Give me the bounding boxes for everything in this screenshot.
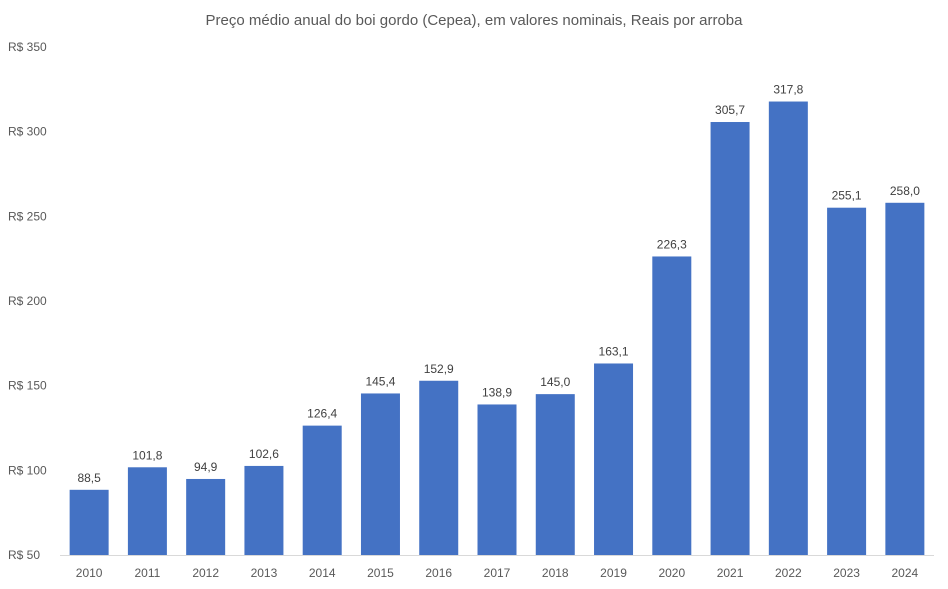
y-tick-label-50: R$ 50 xyxy=(8,548,40,562)
bar-2022 xyxy=(768,101,808,555)
x-tick-label-2019: 2019 xyxy=(600,566,627,580)
data-label-2017: 138,9 xyxy=(482,385,512,399)
y-tick-label-150: R$ 150 xyxy=(8,379,47,393)
bar-2016 xyxy=(419,380,459,555)
x-axis: 2010 2011 2012 2013 2014 2015 2016 2017 2018 2019… xyxy=(60,555,934,580)
bar-2018 xyxy=(535,394,575,555)
data-label-2011: 101,8 xyxy=(132,448,162,462)
x-tick-label-2012: 2012 xyxy=(192,566,219,580)
x-tick-label-2015: 2015 xyxy=(367,566,394,580)
bars xyxy=(69,101,925,556)
data-label-2019: 163,1 xyxy=(599,344,629,358)
bar-2021 xyxy=(710,122,750,556)
bar-2014 xyxy=(302,425,342,555)
y-tick-label-200: R$ 200 xyxy=(8,294,47,308)
bar-2017 xyxy=(477,404,517,555)
data-label-2023: 255,1 xyxy=(832,189,862,203)
bar-2023 xyxy=(827,207,867,555)
x-tick-label-2024: 2024 xyxy=(892,566,919,580)
x-tick-label-2020: 2020 xyxy=(658,566,685,580)
bar-2020 xyxy=(652,256,692,555)
bar-2012 xyxy=(186,478,226,555)
y-tick-label-100: R$ 100 xyxy=(8,463,47,477)
x-tick-label-2021: 2021 xyxy=(717,566,744,580)
x-tick-label-2023: 2023 xyxy=(833,566,860,580)
chart-title: Preço médio anual do boi gordo (Cepea), … xyxy=(206,12,744,29)
y-axis: R$ 50 R$ 100 R$ 150 R$ 200 R$ 250 R$ 300 R$ 35… xyxy=(8,40,47,562)
bar-2015 xyxy=(360,393,400,555)
y-tick-label-300: R$ 300 xyxy=(8,125,47,139)
data-label-2010: 88,5 xyxy=(77,471,101,485)
x-tick-label-2011: 2011 xyxy=(134,566,160,580)
data-label-2024: 258,0 xyxy=(890,184,920,198)
y-tick-label-350: R$ 350 xyxy=(8,40,47,54)
bar-2013 xyxy=(244,465,284,555)
data-label-2014: 126,4 xyxy=(307,407,337,421)
x-tick-label-2014: 2014 xyxy=(309,566,336,580)
x-tick-label-2022: 2022 xyxy=(775,566,802,580)
data-label-2015: 145,4 xyxy=(365,374,395,388)
x-tick-label-2017: 2017 xyxy=(484,566,511,580)
data-label-2016: 152,9 xyxy=(424,362,454,376)
data-label-2018: 145,0 xyxy=(540,375,570,389)
x-tick-label-2016: 2016 xyxy=(425,566,452,580)
data-label-2013: 102,6 xyxy=(249,447,279,461)
data-label-2012: 94,9 xyxy=(194,460,218,474)
data-label-2021: 305,7 xyxy=(715,103,745,117)
bar-2024 xyxy=(885,202,925,555)
x-tick-label-2013: 2013 xyxy=(251,566,278,580)
data-label-2022: 317,8 xyxy=(773,83,803,97)
bar-2010 xyxy=(69,489,109,555)
y-tick-label-250: R$ 250 xyxy=(8,209,47,223)
bar-2019 xyxy=(594,363,634,555)
data-labels: 88,5 101,8 94,9 102,6 126,4 145,4 152,9 138,9 14… xyxy=(77,83,920,485)
bar-2011 xyxy=(127,467,167,555)
data-label-2020: 226,3 xyxy=(657,237,687,251)
x-tick-label-2018: 2018 xyxy=(542,566,569,580)
x-tick-label-2010: 2010 xyxy=(76,566,103,580)
